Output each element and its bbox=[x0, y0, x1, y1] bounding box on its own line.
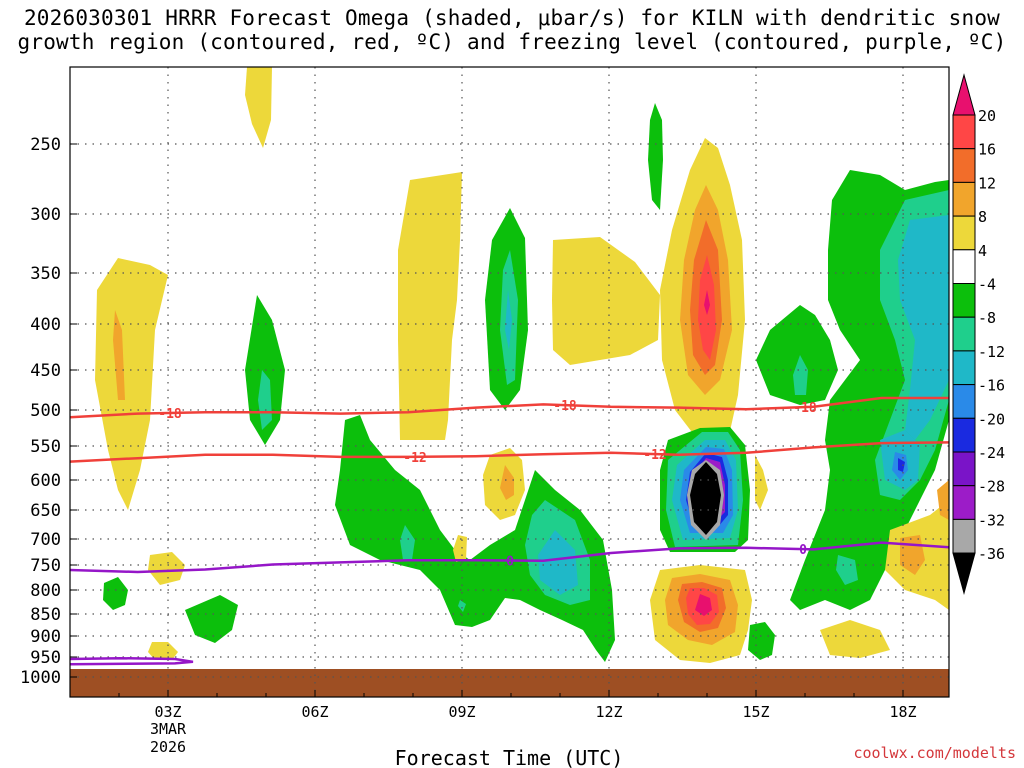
plot-border bbox=[69, 66, 950, 698]
colorbar-swatch bbox=[952, 417, 976, 453]
colorbar-label: -24 bbox=[978, 444, 1005, 462]
colorbar-swatch bbox=[952, 485, 976, 520]
colorbar-swatch bbox=[952, 249, 976, 285]
title-line-1: 2026030301 HRRR Forecast Omega (shaded, … bbox=[23, 6, 1001, 30]
colorbar-label: -32 bbox=[978, 511, 1005, 529]
contour-label: -18 bbox=[793, 401, 817, 416]
colorbar-label: 16 bbox=[978, 141, 996, 159]
contour-label: -12 bbox=[643, 448, 666, 463]
contour-label: -12 bbox=[403, 451, 426, 466]
y-tick-label: 650 bbox=[30, 501, 61, 521]
x-tick-label: 12Z bbox=[595, 703, 622, 721]
colorbar: 20 16 12 8 4 -4 -8 -12 -16 -20 -24 -28 -32 -36 bbox=[952, 73, 1005, 595]
y-tick-label: 300 bbox=[30, 205, 61, 225]
dendritic-contour-m12 bbox=[70, 441, 949, 463]
x-tick-label: 03Z bbox=[154, 703, 181, 721]
colorbar-swatch bbox=[952, 384, 976, 419]
x-tick-label: 06Z bbox=[301, 703, 328, 721]
x-date-line1: 3MAR bbox=[150, 720, 187, 738]
contour-label: -18 bbox=[553, 399, 577, 414]
colorbar-swatch bbox=[952, 148, 976, 183]
y-tick-label: 750 bbox=[30, 556, 61, 576]
y-tick-label: 850 bbox=[30, 605, 61, 625]
colorbar-label: -8 bbox=[978, 309, 996, 327]
colorbar-swatch bbox=[952, 518, 976, 554]
x-axis-title: Forecast Time (UTC) bbox=[395, 746, 624, 768]
y-tick-label: 950 bbox=[30, 648, 61, 668]
title-line-2: growth region (contoured, red, ºC) and f… bbox=[17, 30, 1007, 54]
colorbar-label: -28 bbox=[978, 478, 1005, 496]
colorbar-label: -16 bbox=[978, 377, 1005, 395]
x-date-line2: 2026 bbox=[150, 738, 186, 756]
colorbar-label: 4 bbox=[978, 242, 987, 260]
colorbar-top-arrow bbox=[952, 73, 976, 116]
y-tick-label: 600 bbox=[30, 471, 61, 491]
colorbar-swatch bbox=[952, 114, 976, 150]
colorbar-swatch bbox=[952, 215, 976, 251]
y-tick-label: 400 bbox=[30, 315, 61, 335]
credit-url[interactable]: coolwx.com/modelts bbox=[853, 744, 1016, 762]
y-tick-label: 700 bbox=[30, 530, 61, 550]
colorbar-swatch bbox=[952, 283, 976, 318]
colorbar-swatch bbox=[952, 350, 976, 386]
colorbar-label: 12 bbox=[978, 174, 996, 192]
colorbar-swatch bbox=[952, 316, 976, 352]
colorbar-bottom-arrow bbox=[952, 552, 976, 595]
x-tick-label: 18Z bbox=[889, 703, 916, 721]
freezing-level-contour-lower bbox=[70, 656, 194, 666]
chart-title: 2026030301 HRRR Forecast Omega (shaded, … bbox=[0, 6, 1024, 54]
freezing-level-contour bbox=[70, 541, 949, 574]
x-tick-label: 15Z bbox=[742, 703, 769, 721]
contours: -18 -18 -18 -12 -12 0 0 bbox=[70, 396, 949, 666]
colorbar-label: -12 bbox=[978, 343, 1005, 361]
contour-label: 0 bbox=[799, 543, 807, 558]
contour-label: 0 bbox=[506, 555, 514, 570]
y-axis: 2503003504004505005506006507007508008509… bbox=[20, 135, 61, 688]
y-tick-label: 500 bbox=[30, 401, 61, 421]
terrain-strip bbox=[70, 669, 949, 697]
y-tick-label: 900 bbox=[30, 627, 61, 647]
y-tick-label: 800 bbox=[30, 581, 61, 601]
x-tick-label: 09Z bbox=[448, 703, 475, 721]
y-tick-label: 550 bbox=[30, 437, 61, 457]
x-axis: 03Z 06Z 09Z 12Z 15Z 18Z bbox=[154, 703, 916, 721]
y-tick-label: 250 bbox=[30, 135, 61, 155]
y-tick-label: 1000 bbox=[20, 668, 61, 688]
y-tick-label: 450 bbox=[30, 361, 61, 381]
colorbar-swatch bbox=[952, 181, 976, 217]
colorbar-label: 20 bbox=[978, 107, 996, 125]
omega-shading bbox=[95, 67, 949, 663]
colorbar-label: -36 bbox=[978, 545, 1005, 563]
colorbar-label: 8 bbox=[978, 208, 987, 226]
gridlines bbox=[70, 67, 949, 697]
colorbar-swatch bbox=[952, 451, 976, 487]
contour-label: -18 bbox=[158, 407, 182, 422]
colorbar-label: -20 bbox=[978, 410, 1005, 428]
colorbar-label: -4 bbox=[978, 276, 996, 294]
y-tick-label: 350 bbox=[30, 264, 61, 284]
dendritic-contour-m18 bbox=[70, 396, 949, 419]
